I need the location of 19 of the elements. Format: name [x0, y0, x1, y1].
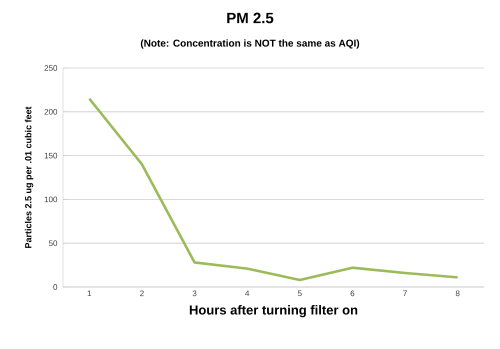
y-axis-title: Particles 2.5 ug per .01 cubic feet [24, 106, 34, 248]
chart-subtitle: (Note: Concentration is NOT the same as AQI) [140, 39, 360, 49]
y-tick-label: 250 [44, 65, 58, 71]
x-tick-label: 1 [88, 290, 92, 296]
x-axis-title: Hours after turning filter on [190, 305, 358, 318]
line-series [88, 97, 459, 282]
x-tick-label: 5 [298, 290, 302, 296]
x-tick-label: 3 [192, 290, 196, 296]
x-tick-label: 4 [245, 290, 250, 296]
y-tick-label: 100 [44, 196, 58, 202]
y-tick-label: 50 [48, 240, 58, 246]
x-tick-label: 2 [140, 290, 144, 296]
y-tick-label: 150 [44, 152, 58, 158]
chart-title: PM 2.5 [227, 12, 274, 24]
x-tick-label: 8 [456, 290, 460, 296]
y-tick-label: 0 [53, 284, 58, 290]
x-tick-label: 6 [350, 290, 354, 296]
x-tick-label: 7 [403, 290, 407, 296]
y-tick-label: 200 [44, 108, 58, 115]
